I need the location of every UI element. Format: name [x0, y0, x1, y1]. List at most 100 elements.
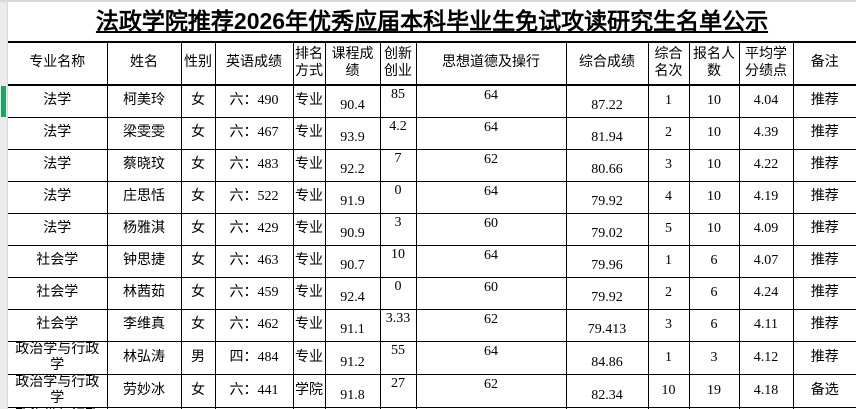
- cell-r3-c0[interactable]: 法学: [8, 181, 108, 214]
- cell-r9-c1[interactable]: 劳妙冰: [106, 374, 182, 409]
- cell-r3-c11[interactable]: 4.19: [738, 181, 794, 214]
- cell-r4-c10[interactable]: 10: [688, 213, 740, 246]
- cell-r8-c4[interactable]: 专业: [292, 340, 326, 376]
- cell-r4-c4[interactable]: 专业: [292, 213, 326, 246]
- cell-r8-c6[interactable]: 55: [379, 340, 417, 376]
- cell-r2-c11[interactable]: 4.22: [738, 149, 794, 182]
- cell-r6-c1[interactable]: 林茜茹: [106, 277, 182, 310]
- cell-r9-c6[interactable]: 27: [379, 374, 417, 409]
- cell-r7-c11[interactable]: 4.11: [738, 309, 794, 342]
- column-header-12[interactable]: 备注: [792, 41, 856, 86]
- cell-r0-c3[interactable]: 六：490: [214, 84, 294, 118]
- cell-r5-c4[interactable]: 专业: [292, 245, 326, 278]
- cell-r0-c8[interactable]: 87.22: [565, 84, 649, 118]
- cell-r5-c6[interactable]: 10: [379, 245, 417, 278]
- cell-r8-c8[interactable]: 84.86: [565, 340, 649, 376]
- cell-r4-c11[interactable]: 4.09: [738, 213, 794, 246]
- cell-r1-c1[interactable]: 梁雯雯: [106, 117, 182, 150]
- cell-r2-c7[interactable]: 62: [415, 149, 567, 182]
- cell-r0-c6[interactable]: 85: [379, 84, 417, 118]
- cell-r0-c12[interactable]: 推荐: [792, 84, 856, 118]
- cell-r5-c3[interactable]: 六：463: [214, 245, 294, 278]
- cell-r6-c6[interactable]: 0: [379, 277, 417, 310]
- cell-r4-c12[interactable]: 推荐: [792, 213, 856, 246]
- cell-r3-c3[interactable]: 六：522: [214, 181, 294, 214]
- cell-r1-c2[interactable]: 女: [180, 117, 216, 150]
- column-header-6[interactable]: 创新创业: [379, 41, 417, 86]
- cell-r2-c0[interactable]: 法学: [8, 149, 108, 182]
- cell-r7-c10[interactable]: 6: [688, 309, 740, 342]
- cell-r8-c9[interactable]: 1: [647, 340, 690, 376]
- cell-r2-c8[interactable]: 80.66: [565, 149, 649, 182]
- cell-r2-c10[interactable]: 10: [688, 149, 740, 182]
- cell-r4-c2[interactable]: 女: [180, 213, 216, 246]
- cell-r10-c12[interactable]: 备选: [792, 407, 856, 409]
- cell-r0-c11[interactable]: 4.04: [738, 84, 794, 118]
- cell-r5-c2[interactable]: 女: [180, 245, 216, 278]
- column-header-1[interactable]: 姓名: [106, 41, 182, 86]
- cell-r6-c10[interactable]: 6: [688, 277, 740, 310]
- cell-r9-c5[interactable]: 91.8: [324, 374, 381, 409]
- cell-r7-c9[interactable]: 3: [647, 309, 690, 342]
- cell-r4-c5[interactable]: 90.9: [324, 213, 381, 246]
- cell-r9-c8[interactable]: 82.34: [565, 374, 649, 409]
- cell-r6-c12[interactable]: 推荐: [792, 277, 856, 310]
- column-header-8[interactable]: 综合成绩: [565, 41, 649, 86]
- cell-r1-c0[interactable]: 法学: [8, 117, 108, 150]
- cell-r1-c9[interactable]: 2: [647, 117, 690, 150]
- cell-r9-c7[interactable]: 62: [415, 374, 567, 409]
- cell-r2-c9[interactable]: 3: [647, 149, 690, 182]
- cell-r9-c2[interactable]: 女: [180, 374, 216, 409]
- cell-r0-c0[interactable]: 法学: [8, 84, 108, 118]
- cell-r7-c5[interactable]: 91.1: [324, 309, 381, 342]
- column-header-5[interactable]: 课程成绩: [324, 41, 381, 86]
- cell-r4-c1[interactable]: 杨雅淇: [106, 213, 182, 246]
- cell-r3-c5[interactable]: 91.9: [324, 181, 381, 214]
- cell-r7-c4[interactable]: 专业: [292, 309, 326, 342]
- cell-r1-c12[interactable]: 推荐: [792, 117, 856, 150]
- cell-r1-c10[interactable]: 10: [688, 117, 740, 150]
- cell-r6-c11[interactable]: 4.24: [738, 277, 794, 310]
- cell-r5-c8[interactable]: 79.96: [565, 245, 649, 278]
- cell-r2-c3[interactable]: 六：483: [214, 149, 294, 182]
- cell-r8-c12[interactable]: 推荐: [792, 340, 856, 376]
- cell-r9-c4[interactable]: 学院: [292, 374, 326, 409]
- cell-r6-c8[interactable]: 79.92: [565, 277, 649, 310]
- cell-r6-c0[interactable]: 社会学: [8, 277, 108, 310]
- cell-r4-c7[interactable]: 60: [415, 213, 567, 246]
- cell-r5-c11[interactable]: 4.07: [738, 245, 794, 278]
- cell-r3-c4[interactable]: 专业: [292, 181, 326, 214]
- cell-r0-c7[interactable]: 64: [415, 84, 567, 118]
- cell-r2-c6[interactable]: 7: [379, 149, 417, 182]
- cell-r8-c0[interactable]: 政治学与行政学: [8, 340, 108, 376]
- cell-r6-c5[interactable]: 92.4: [324, 277, 381, 310]
- cell-r4-c3[interactable]: 六：429: [214, 213, 294, 246]
- cell-r2-c1[interactable]: 蔡晓玟: [106, 149, 182, 182]
- cell-r0-c5[interactable]: 90.4: [324, 84, 381, 118]
- cell-r4-c0[interactable]: 法学: [8, 213, 108, 246]
- cell-r8-c3[interactable]: 四：484: [214, 340, 294, 376]
- cell-r4-c8[interactable]: 79.02: [565, 213, 649, 246]
- cell-r7-c0[interactable]: 社会学: [8, 309, 108, 342]
- cell-r3-c2[interactable]: 女: [180, 181, 216, 214]
- column-header-7[interactable]: 思想道德及操行: [415, 41, 567, 86]
- cell-r8-c11[interactable]: 4.12: [738, 340, 794, 376]
- cell-r2-c12[interactable]: 推荐: [792, 149, 856, 182]
- cell-r6-c2[interactable]: 女: [180, 277, 216, 310]
- cell-r7-c2[interactable]: 女: [180, 309, 216, 342]
- cell-r5-c5[interactable]: 90.7: [324, 245, 381, 278]
- cell-r5-c10[interactable]: 6: [688, 245, 740, 278]
- cell-r1-c6[interactable]: 4.2: [379, 117, 417, 150]
- cell-r5-c1[interactable]: 钟思捷: [106, 245, 182, 278]
- cell-r1-c5[interactable]: 93.9: [324, 117, 381, 150]
- cell-r0-c1[interactable]: 柯美玲: [106, 84, 182, 118]
- cell-r9-c10[interactable]: 19: [688, 374, 740, 409]
- column-header-2[interactable]: 性别: [180, 41, 216, 86]
- cell-r8-c10[interactable]: 3: [688, 340, 740, 376]
- column-header-11[interactable]: 平均学分绩点: [738, 41, 794, 86]
- cell-r3-c6[interactable]: 0: [379, 181, 417, 214]
- cell-r7-c8[interactable]: 79.413: [565, 309, 649, 342]
- cell-r6-c9[interactable]: 2: [647, 277, 690, 310]
- column-header-4[interactable]: 排名方式: [292, 41, 326, 86]
- cell-r6-c4[interactable]: 专业: [292, 277, 326, 310]
